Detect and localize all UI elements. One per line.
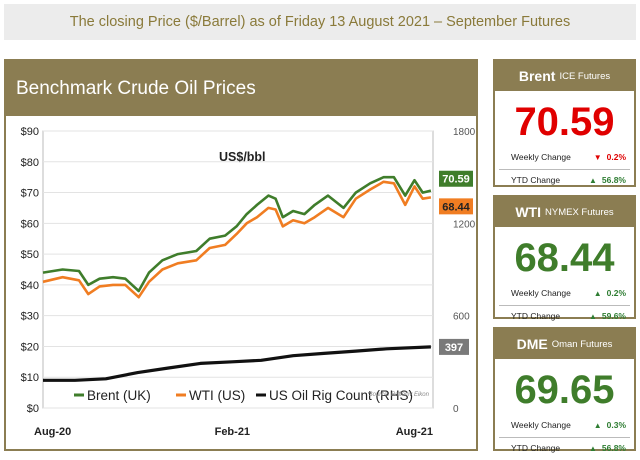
dme-card-name: DME <box>516 336 548 352</box>
dme-ytd-label: YTD Change <box>511 443 561 453</box>
divider <box>499 169 630 170</box>
wti-weekly-label: Weekly Change <box>511 288 571 298</box>
dme-card-exchange: Oman Futures <box>551 338 613 350</box>
end-label-box-rig <box>439 338 469 355</box>
series-line-rig <box>43 345 431 382</box>
y-tick-label: $90 <box>21 126 39 138</box>
dme-ytd-change: YTD Change ▲ 56.8% <box>495 438 634 460</box>
chart-panel-title: Benchmark Crude Oil Prices <box>6 61 476 116</box>
end-label-wti: 68.44 <box>442 201 470 213</box>
brent-card-exchange: ICE Futures <box>559 70 611 82</box>
y-tick-label: $30 <box>21 311 39 323</box>
y-tick-label: $10 <box>21 372 39 384</box>
brent-card-header: Brent ICE Futures <box>495 61 634 91</box>
arrow-up-icon: ▲ <box>588 444 597 453</box>
plot-area <box>42 130 434 409</box>
y2-tick-label: 1200 <box>453 219 476 230</box>
y-tick-label: $80 <box>21 157 39 169</box>
banner-text: The closing Price ($/Barrel) as of Frida… <box>69 14 571 30</box>
wti-card: WTI NYMEX Futures 68.44 Weekly Change ▲ 0… <box>493 195 636 321</box>
end-label-box-brent <box>439 170 473 187</box>
brent-card: Brent ICE Futures 70.59 Weekly Change ▼ 0… <box>493 59 636 187</box>
dme-card-header: DME Oman Futures <box>495 329 634 359</box>
end-label-rig: 397 <box>445 342 463 354</box>
dme-weekly-value: ▲ 0.3% <box>594 420 626 430</box>
brent-ytd-change: YTD Change ▲ 56.8% <box>495 170 634 192</box>
x-tick-label: Aug-21 <box>396 426 433 438</box>
wti-weekly-change: Weekly Change ▲ 0.2% <box>495 283 634 305</box>
brent-ytd-pct: 56.8% <box>601 175 626 185</box>
dme-weekly-label: Weekly Change <box>511 420 571 430</box>
y-tick-label: $60 <box>21 218 39 230</box>
arrow-down-icon: ▼ <box>593 153 602 162</box>
legend-label-brent: Brent (UK) <box>87 388 151 403</box>
dme-weekly-change: Weekly Change ▲ 0.3% <box>495 415 634 437</box>
brent-weekly-value: ▼ 0.2% <box>594 152 626 162</box>
y-tick-label: $70 <box>21 188 39 200</box>
y2-tick-label: 1800 <box>453 127 476 138</box>
brent-weekly-change: Weekly Change ▼ 0.2% <box>495 147 634 169</box>
brent-price: 70.59 <box>514 100 615 144</box>
wti-card-exchange: NYMEX Futures <box>545 206 614 218</box>
wti-ytd-label: YTD Change <box>511 311 561 321</box>
y2-tick-label: 0 <box>453 404 459 415</box>
wti-card-name: WTI <box>515 204 541 220</box>
x-tick-label: Feb-21 <box>215 426 250 438</box>
arrow-up-icon: ▲ <box>593 421 602 430</box>
arrow-up-icon: ▲ <box>593 289 602 298</box>
legend-label-wti: WTI (US) <box>189 388 245 403</box>
x-tick-label: Aug-20 <box>34 426 71 438</box>
dme-price: 69.65 <box>514 368 615 412</box>
arrow-up-icon: ▲ <box>588 312 597 321</box>
series-line-wti <box>42 180 432 299</box>
crude-oil-chart: $0 $10 $20 $30 $40 $50 $60 $70 $80 $90 0 600 1200 180… <box>21 126 476 438</box>
end-label-brent: 70.59 <box>442 174 470 186</box>
wti-weekly-pct: 0.2% <box>606 288 626 298</box>
wti-ytd-change: YTD Change ▲ 59.6% <box>495 306 634 328</box>
series-line-brent <box>42 175 432 293</box>
brent-ytd-value: ▲ 56.8% <box>589 175 626 185</box>
chart-title-text: Benchmark Crude Oil Prices <box>16 77 256 99</box>
header-banner: The closing Price ($/Barrel) as of Frida… <box>4 4 636 40</box>
dme-ytd-pct: 56.8% <box>601 443 626 453</box>
wti-price: 68.44 <box>514 236 615 280</box>
dme-card: DME Oman Futures 69.65 Weekly Change ▲ 0.… <box>493 327 636 453</box>
wti-card-header: WTI NYMEX Futures <box>495 197 634 227</box>
wti-ytd-pct: 59.6% <box>601 311 626 321</box>
y2-tick-label: 600 <box>453 312 470 323</box>
y-tick-label: $50 <box>21 249 39 261</box>
divider <box>499 437 630 438</box>
y-tick-label: $0 <box>27 403 39 415</box>
brent-weekly-pct: 0.2% <box>606 152 626 162</box>
dme-ytd-value: ▲ 56.8% <box>589 443 626 453</box>
end-label-box-wti <box>439 198 473 215</box>
arrow-up-icon: ▲ <box>588 176 597 185</box>
source-note: Source: Refinitiv Eikon <box>369 392 430 398</box>
wti-weekly-value: ▲ 0.2% <box>594 288 626 298</box>
unit-label: US$/bbl <box>219 150 266 164</box>
brent-card-name: Brent <box>518 68 556 84</box>
chart-panel: Benchmark Crude Oil Prices $0 $10 $20 $30 $4… <box>4 59 478 451</box>
wti-ytd-value: ▲ 59.6% <box>589 311 626 321</box>
divider <box>499 305 630 306</box>
y-tick-label: $40 <box>21 280 39 292</box>
brent-weekly-label: Weekly Change <box>511 152 571 162</box>
y-tick-label: $20 <box>21 341 39 353</box>
dme-weekly-pct: 0.3% <box>606 420 626 430</box>
brent-ytd-label: YTD Change <box>511 175 561 185</box>
legend-label-rig: US Oil Rig Count (RHS) <box>269 388 413 403</box>
